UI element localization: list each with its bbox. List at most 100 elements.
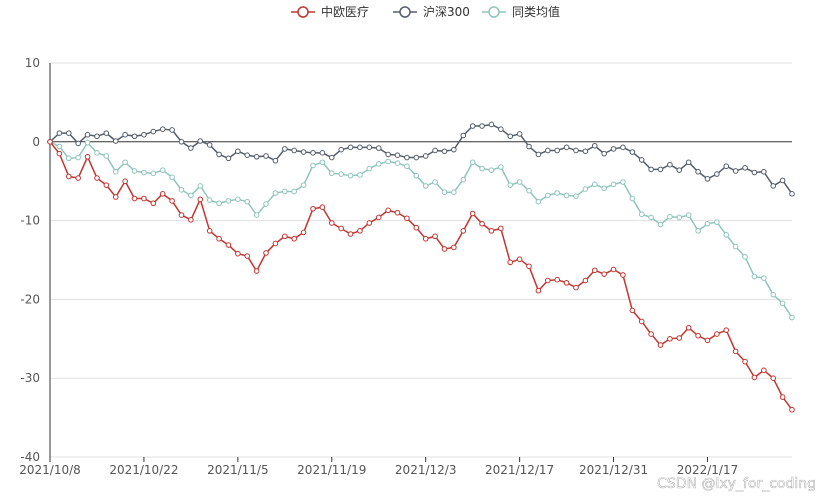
data-point[interactable] [761,275,767,281]
data-point[interactable] [84,139,91,146]
data-point[interactable] [244,253,251,259]
data-point[interactable] [197,138,204,144]
data-point[interactable] [159,191,166,197]
legend-item-2[interactable]: 同类均值 [482,4,560,19]
data-point[interactable] [498,225,504,232]
data-point[interactable] [328,220,335,226]
data-point[interactable] [751,374,758,381]
data-point[interactable] [507,182,514,188]
data-point[interactable] [714,331,720,337]
data-point[interactable] [357,228,363,234]
data-point[interactable] [282,233,288,240]
data-point[interactable] [263,201,269,207]
data-point[interactable] [488,121,495,128]
data-point[interactable] [620,144,626,151]
data-point[interactable] [441,189,448,196]
data-point[interactable] [216,151,222,158]
data-point[interactable] [141,195,147,202]
data-point[interactable] [141,169,147,176]
data-point[interactable] [235,250,241,257]
data-point[interactable] [178,139,185,145]
data-point[interactable] [56,150,63,157]
data-point[interactable] [94,133,100,140]
data-point[interactable] [385,151,391,158]
data-point[interactable] [103,153,110,159]
data-point[interactable] [498,164,504,170]
data-point[interactable] [300,229,307,236]
data-point[interactable] [638,157,645,163]
data-point[interactable] [432,233,438,240]
data-point[interactable] [75,175,81,181]
data-point[interactable] [469,210,476,217]
data-point[interactable] [676,335,683,341]
data-point[interactable] [638,318,645,325]
data-point[interactable] [507,133,514,140]
data-point[interactable] [704,176,711,182]
data-point[interactable] [451,244,457,251]
data-point[interactable] [723,163,730,170]
data-point[interactable] [507,259,514,266]
data-point[interactable] [563,192,570,199]
data-point[interactable] [244,152,251,158]
data-point[interactable] [479,220,485,227]
data-point[interactable] [357,172,363,178]
data-point[interactable] [629,149,636,155]
data-point[interactable] [131,133,138,140]
data-point[interactable] [779,177,786,184]
data-point[interactable] [206,197,213,203]
data-point[interactable] [56,143,63,150]
data-point[interactable] [310,205,316,212]
data-point[interactable] [488,167,495,173]
data-point[interactable] [610,266,617,273]
data-point[interactable] [366,220,373,226]
data-point[interactable] [357,144,363,151]
data-point[interactable] [488,228,495,234]
data-point[interactable] [413,224,420,231]
data-point[interactable] [56,130,63,136]
data-point[interactable] [422,153,429,159]
data-point[interactable] [169,127,175,133]
data-point[interactable] [422,235,429,242]
data-point[interactable] [385,158,391,165]
data-point[interactable] [779,300,786,307]
data-point[interactable] [451,146,457,153]
data-point[interactable] [65,173,72,180]
data-point[interactable] [582,148,589,155]
data-point[interactable] [770,291,777,298]
data-point[interactable] [563,144,570,151]
data-point[interactable] [742,358,748,365]
data-point[interactable] [404,154,410,161]
data-point[interactable] [366,144,373,151]
data-point[interactable] [789,314,795,321]
data-point[interactable] [704,337,711,344]
data-point[interactable] [347,172,354,179]
legend-item-0[interactable]: 中欧医疗 [291,4,369,19]
data-point[interactable] [75,154,81,161]
data-point[interactable] [413,172,420,179]
data-point[interactable] [770,183,777,189]
data-point[interactable] [235,148,241,155]
data-point[interactable] [159,126,166,132]
data-point[interactable] [310,162,316,169]
data-point[interactable] [338,171,344,177]
data-point[interactable] [375,145,382,151]
data-point[interactable] [601,271,607,277]
data-point[interactable] [554,190,560,196]
data-point[interactable] [375,161,382,167]
data-point[interactable] [169,174,175,181]
data-point[interactable] [319,204,326,210]
data-point[interactable] [545,277,551,284]
data-point[interactable] [441,246,448,252]
data-point[interactable] [197,196,204,203]
data-point[interactable] [742,165,748,171]
data-point[interactable] [648,214,654,221]
data-point[interactable] [282,188,288,195]
data-point[interactable] [338,225,344,232]
data-point[interactable] [695,332,701,339]
data-point[interactable] [648,166,654,173]
data-point[interactable] [591,181,598,188]
data-point[interactable] [554,147,560,154]
data-point[interactable] [761,367,767,374]
data-point[interactable] [516,131,523,137]
data-point[interactable] [150,200,157,207]
